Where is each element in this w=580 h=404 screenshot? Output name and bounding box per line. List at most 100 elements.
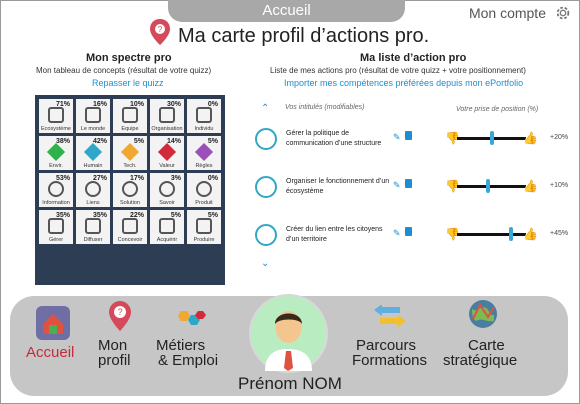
thumbs-up-icon[interactable]: 👍 [523,131,538,145]
concept-cell[interactable]: 17% Solution [113,173,147,207]
concept-cell[interactable]: 14% Valeur [150,136,184,170]
actions-subtitle: Liste de mes actions pro (résultat de vo… [270,66,526,75]
concept-percent: 53% [55,175,70,182]
concept-icon [194,143,214,162]
tab-accueil[interactable]: Accueil [168,0,405,22]
thumbs-up-icon[interactable]: 👍 [523,179,538,193]
person-icon [265,311,312,371]
concept-icon [157,143,177,162]
action-text[interactable]: Créer du lien entre les citoyens d’un te… [286,226,383,243]
slider-knob[interactable] [486,179,491,193]
concept-cell[interactable]: 0% Individu [187,99,221,133]
position-slider[interactable]: 👍 👍 [445,131,538,145]
delete-icon[interactable] [405,227,412,236]
avatar [249,294,328,373]
nav-accueil-label: Accueil [26,344,75,361]
concept-label: Solution [120,200,140,206]
concept-cell[interactable]: 35% Diffuser [76,210,110,244]
edit-icon[interactable]: ✎ [393,180,401,190]
concept-percent: 5% [170,212,181,219]
delete-icon[interactable] [405,179,412,188]
position-value: +45% [550,230,569,237]
concept-icon [159,218,175,235]
concept-cell[interactable]: 42% Humain [76,136,110,170]
concept-label: Liens [86,200,100,206]
concept-percent: 35% [92,212,107,219]
concept-percent: 5% [133,138,144,145]
concept-percent: 0% [207,101,218,108]
concept-label: Acquérir [156,237,178,243]
concept-cell[interactable]: 71% Ecosystème [39,99,73,133]
concept-label: Envir. [49,163,63,169]
action-item: Créer du lien entre les citoyens d’un te… [255,222,568,262]
account-link[interactable]: Mon compte [468,5,546,21]
concept-cell[interactable]: 5% Règles [187,136,221,170]
concept-label: Gérer [48,237,64,243]
concept-cell[interactable]: 35% Gérer [39,210,73,244]
concept-icon [85,218,101,235]
nav-profil-label-1: Mon [98,337,128,354]
concept-percent: 10% [129,101,144,108]
concept-icon [48,107,64,124]
concept-icon [196,107,212,124]
actions-title: Ma liste d’action pro [360,52,467,64]
home-icon [36,306,70,340]
concept-icon [85,181,101,198]
concept-cell[interactable]: 5% Acquérir [150,210,184,244]
retake-quiz-link[interactable]: Repasser le quizz [92,78,164,88]
concept-percent: 5% [207,138,218,145]
import-eportfolio-link[interactable]: Importer mes compétences préférées depui… [284,78,524,88]
position-slider[interactable]: 👍 👍 [445,179,538,193]
concept-icon [196,218,212,235]
gear-icon[interactable] [554,4,572,22]
spectrum-subtitle: Mon tableau de concepts (résultat de vot… [36,66,212,75]
concept-cell[interactable]: 16% Le monde [76,99,110,133]
concept-percent: 16% [92,101,107,108]
scroll-up-icon[interactable]: ⌃ [261,103,270,114]
concept-cell[interactable]: 22% Concevoir [113,210,147,244]
concept-icon [122,218,138,235]
concept-cell[interactable]: 10% Equipe [113,99,147,133]
edit-icon[interactable]: ✎ [393,228,401,238]
concept-icon [120,143,140,162]
concept-percent: 27% [92,175,107,182]
concept-cell[interactable]: 30% Organisation [150,99,184,133]
action-text[interactable]: Organiser le fonctionnement d’un écosyst… [286,178,390,195]
nav-profil-label-2: profil [98,352,131,369]
scroll-down-icon[interactable]: ⌄ [261,258,270,269]
svg-text:?: ? [158,25,163,34]
concept-percent: 71% [55,101,70,108]
concept-cell[interactable]: 5% Produire [187,210,221,244]
slider-knob[interactable] [508,227,513,241]
concept-label: Savoir [159,200,175,206]
position-slider[interactable]: 👍 👍 [445,227,538,241]
concept-cell[interactable]: 0% Produit [187,173,221,207]
concept-label: Valeur [159,163,175,169]
concept-cell[interactable]: 3% Savoir [150,173,184,207]
concept-icon [48,218,64,235]
concept-percent: 3% [170,175,181,182]
hexagons-icon [178,311,206,325]
concept-label: Concevoir [117,237,143,243]
thumbs-up-icon[interactable]: 👍 [523,227,538,241]
edit-icon[interactable]: ✎ [393,132,401,142]
position-value: +10% [550,182,569,189]
concept-percent: 35% [55,212,70,219]
concept-icon [159,107,175,124]
concept-cell[interactable]: 5% Tech. [113,136,147,170]
delete-icon[interactable] [405,131,412,140]
nav-parcours-label-2: Formations [352,352,428,369]
nav-metiers-label-2: & Emploi [158,352,219,369]
concept-label: Ecosystème [41,126,71,132]
nav-metiers-label-1: Métiers [156,337,206,354]
concept-label: Information [42,200,70,206]
concept-label: Règles [195,163,213,169]
concept-cell[interactable]: 53% Information [39,173,73,207]
concept-cell[interactable]: 27% Liens [76,173,110,207]
concept-cell[interactable]: 38% Envir. [39,136,73,170]
slider-knob[interactable] [489,131,494,145]
location-pin-icon: ? [150,19,170,45]
action-text[interactable]: Gérer la politique de communication d’un… [286,130,382,147]
concept-percent: 5% [207,212,218,219]
concept-icon [85,107,101,124]
